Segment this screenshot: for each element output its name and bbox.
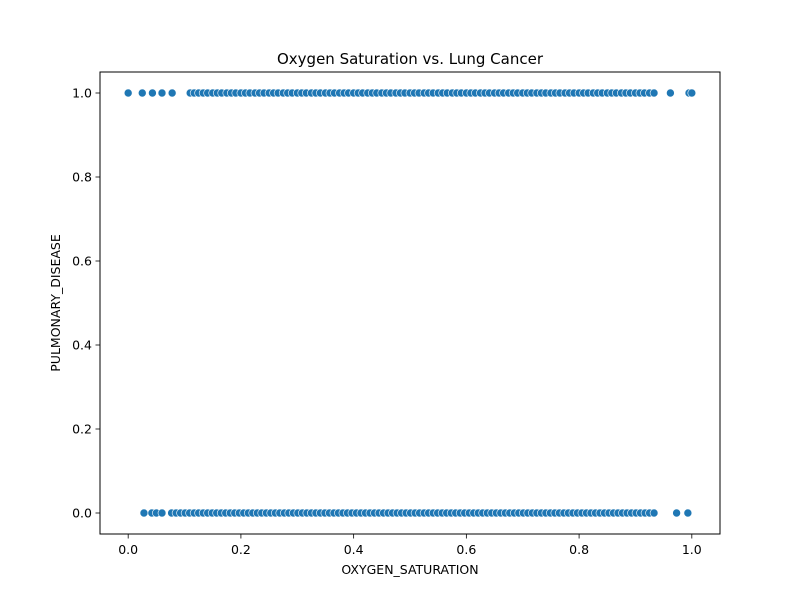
x-axis-label: OXYGEN_SATURATION (341, 562, 478, 577)
data-point (137, 88, 147, 98)
y-tick-label: 0.0 (72, 506, 92, 521)
y-tick-label: 0.2 (72, 422, 92, 437)
data-point (157, 508, 167, 518)
y-tick-label: 1.0 (72, 86, 92, 101)
data-point (139, 508, 149, 518)
data-point (123, 88, 133, 98)
data-point (148, 88, 157, 98)
x-tick-label: 0.8 (569, 542, 589, 557)
data-point (687, 88, 697, 98)
data-point (649, 508, 659, 518)
data-point (649, 88, 659, 98)
plot-area-frame (99, 71, 721, 535)
data-point (167, 88, 177, 98)
x-axis-ticks: 0.0 0.2 0.4 0.6 0.8 1.0 (118, 534, 702, 557)
y-axis-ticks: 0.0 0.2 0.4 0.6 0.8 1.0 (72, 86, 100, 521)
data-point (672, 508, 681, 518)
x-tick-label: 0.6 (456, 542, 476, 557)
data-point (157, 88, 167, 98)
chart-title: Oxygen Saturation vs. Lung Cancer (277, 50, 544, 68)
y-tick-label: 0.4 (72, 338, 92, 353)
x-tick-label: 1.0 (682, 542, 702, 557)
x-tick-label: 0.2 (231, 542, 251, 557)
x-tick-label: 0.0 (118, 542, 138, 557)
data-point (666, 88, 675, 98)
x-tick-label: 0.4 (344, 542, 364, 557)
y-axis-label: PULMONARY_DISEASE (48, 234, 63, 372)
data-points-group (123, 88, 697, 518)
y-tick-label: 0.6 (72, 254, 92, 269)
data-point (683, 508, 693, 518)
y-tick-label: 0.8 (72, 170, 92, 185)
